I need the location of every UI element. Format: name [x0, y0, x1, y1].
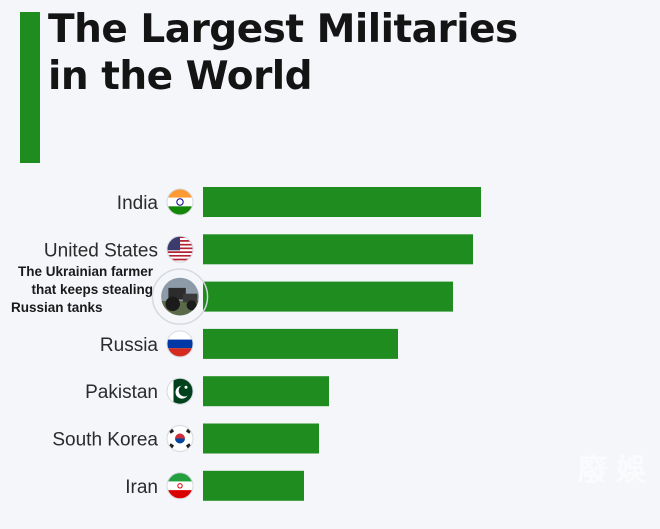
bar-4: [203, 328, 398, 359]
bar-2: [203, 234, 473, 265]
bar-3: [203, 281, 453, 312]
title-line-1: The Largest Militaries: [48, 7, 518, 52]
pakistan-flag-icon: [166, 377, 194, 405]
tractor-photo-icon: [151, 268, 209, 325]
usa-flag-icon: [166, 235, 194, 263]
india-flag-icon: [166, 188, 194, 216]
iran-flag-icon: [166, 472, 194, 500]
category-label-4: Russia: [100, 335, 159, 356]
bar-7: [203, 470, 304, 501]
category-label-6: South Korea: [52, 430, 158, 451]
category-label-2: United States: [44, 240, 158, 261]
category-label-7: Iran: [125, 477, 158, 498]
bar-5: [203, 376, 329, 407]
russia-flag-icon: [166, 330, 194, 358]
category-label-3: The Ukrainian farmer that keeps stealing R…: [11, 264, 154, 315]
bar-6: [203, 423, 319, 454]
category-label-5: Pakistan: [85, 382, 158, 403]
title-line-2: in the World: [48, 54, 313, 99]
chart-title: The Largest Militaries in the World: [48, 6, 518, 100]
watermark: 廢 娛: [577, 454, 646, 487]
bar-1: [203, 187, 481, 217]
category-label-1: India: [117, 193, 159, 214]
south-korea-flag-icon: [166, 425, 194, 452]
title-accent-bar: [20, 12, 40, 163]
